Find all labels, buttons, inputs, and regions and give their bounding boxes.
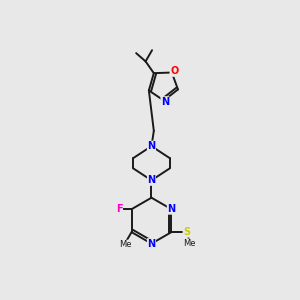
Text: Me: Me	[183, 239, 195, 248]
Text: N: N	[147, 141, 155, 151]
Text: O: O	[170, 66, 178, 76]
Text: S: S	[183, 227, 190, 237]
Text: Me: Me	[119, 240, 131, 249]
Text: F: F	[116, 204, 122, 214]
Text: N: N	[147, 238, 155, 249]
Text: N: N	[167, 204, 175, 214]
Text: N: N	[161, 97, 169, 107]
Text: N: N	[147, 175, 155, 185]
